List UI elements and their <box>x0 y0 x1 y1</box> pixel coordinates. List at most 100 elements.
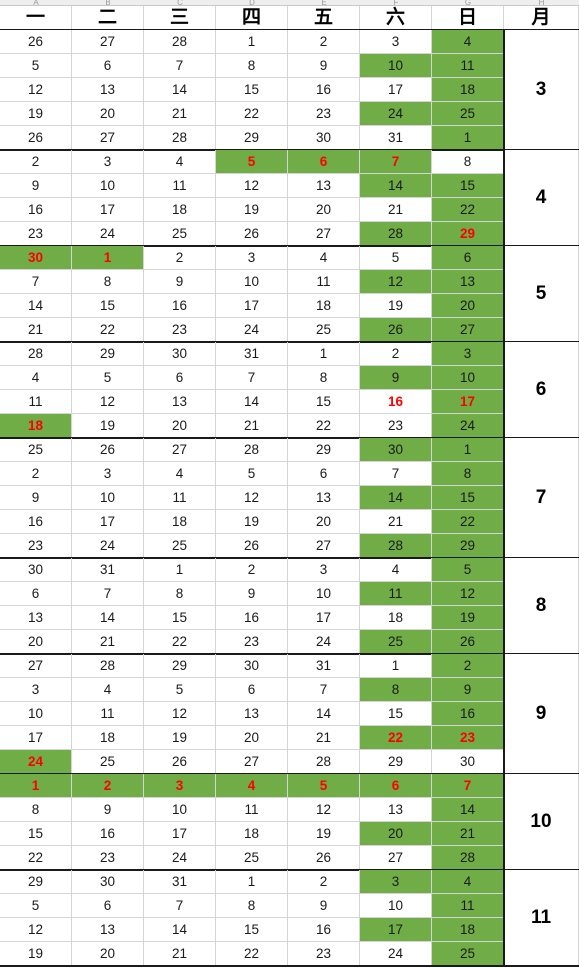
day-cell[interactable]: 4 <box>432 870 504 894</box>
day-cell[interactable]: 17 <box>216 294 288 318</box>
day-cell[interactable]: 24 <box>72 534 144 558</box>
day-cell[interactable]: 11 <box>0 390 72 414</box>
day-cell[interactable]: 11 <box>216 798 288 822</box>
day-cell[interactable]: 3 <box>360 30 432 54</box>
day-cell[interactable]: 16 <box>0 198 72 222</box>
day-cell[interactable]: 23 <box>0 534 72 558</box>
day-cell[interactable]: 2 <box>0 462 72 486</box>
day-cell[interactable]: 20 <box>216 726 288 750</box>
day-cell[interactable]: 14 <box>360 174 432 198</box>
day-cell[interactable]: 5 <box>0 894 72 918</box>
day-cell[interactable]: 29 <box>216 126 288 150</box>
day-cell[interactable]: 31 <box>216 342 288 366</box>
day-cell[interactable]: 26 <box>216 534 288 558</box>
day-cell[interactable]: 27 <box>288 222 360 246</box>
day-cell[interactable]: 6 <box>72 894 144 918</box>
day-cell[interactable]: 30 <box>144 342 216 366</box>
day-cell[interactable]: 12 <box>0 78 72 102</box>
day-cell[interactable]: 12 <box>0 918 72 942</box>
column-letter-b[interactable]: B <box>72 0 144 6</box>
day-cell[interactable]: 5 <box>0 54 72 78</box>
day-cell[interactable]: 14 <box>72 606 144 630</box>
day-cell[interactable]: 30 <box>288 126 360 150</box>
day-cell[interactable]: 12 <box>216 174 288 198</box>
day-cell[interactable]: 4 <box>144 150 216 174</box>
day-cell[interactable]: 20 <box>72 102 144 126</box>
day-cell[interactable]: 10 <box>360 54 432 78</box>
day-cell[interactable]: 22 <box>288 414 360 438</box>
day-cell[interactable]: 8 <box>0 798 72 822</box>
day-cell[interactable]: 10 <box>216 270 288 294</box>
day-cell[interactable]: 17 <box>72 510 144 534</box>
day-cell[interactable]: 15 <box>0 822 72 846</box>
day-cell[interactable]: 25 <box>432 102 504 126</box>
day-cell[interactable]: 29 <box>360 750 432 774</box>
day-cell[interactable]: 25 <box>360 630 432 654</box>
day-cell[interactable]: 17 <box>144 822 216 846</box>
day-cell[interactable]: 5 <box>144 678 216 702</box>
day-cell[interactable]: 8 <box>216 54 288 78</box>
day-cell[interactable]: 2 <box>144 246 216 270</box>
day-cell[interactable]: 2 <box>216 558 288 582</box>
day-cell[interactable]: 2 <box>288 30 360 54</box>
day-cell[interactable]: 24 <box>72 222 144 246</box>
day-cell[interactable]: 26 <box>0 126 72 150</box>
day-cell[interactable]: 20 <box>432 294 504 318</box>
day-cell[interactable]: 27 <box>72 126 144 150</box>
day-cell[interactable]: 8 <box>288 366 360 390</box>
column-letter-f[interactable]: F <box>360 0 432 6</box>
day-cell[interactable]: 15 <box>216 918 288 942</box>
day-cell[interactable]: 10 <box>432 366 504 390</box>
day-cell[interactable]: 2 <box>0 150 72 174</box>
day-cell[interactable]: 29 <box>72 342 144 366</box>
day-cell[interactable]: 28 <box>144 30 216 54</box>
day-cell[interactable]: 1 <box>0 774 72 798</box>
day-cell[interactable]: 15 <box>216 78 288 102</box>
day-cell[interactable]: 10 <box>288 582 360 606</box>
day-cell[interactable]: 7 <box>432 774 504 798</box>
day-cell[interactable]: 16 <box>144 294 216 318</box>
day-cell[interactable]: 1 <box>216 870 288 894</box>
day-cell[interactable]: 18 <box>144 510 216 534</box>
day-cell[interactable]: 7 <box>144 54 216 78</box>
day-cell[interactable]: 10 <box>360 894 432 918</box>
day-cell[interactable]: 30 <box>0 246 72 270</box>
day-cell[interactable]: 28 <box>0 342 72 366</box>
day-cell[interactable]: 9 <box>432 678 504 702</box>
day-cell[interactable]: 29 <box>432 222 504 246</box>
day-cell[interactable]: 6 <box>72 54 144 78</box>
day-cell[interactable]: 18 <box>432 918 504 942</box>
day-cell[interactable]: 15 <box>432 174 504 198</box>
day-cell[interactable]: 22 <box>360 726 432 750</box>
day-cell[interactable]: 11 <box>432 894 504 918</box>
day-cell[interactable]: 15 <box>360 702 432 726</box>
column-letter-g[interactable]: G <box>432 0 504 6</box>
day-cell[interactable]: 6 <box>288 462 360 486</box>
day-cell[interactable]: 25 <box>0 438 72 462</box>
day-cell[interactable]: 21 <box>144 942 216 966</box>
day-cell[interactable]: 22 <box>216 102 288 126</box>
day-cell[interactable]: 11 <box>432 54 504 78</box>
day-cell[interactable]: 22 <box>432 198 504 222</box>
day-cell[interactable]: 17 <box>288 606 360 630</box>
day-cell[interactable]: 8 <box>360 678 432 702</box>
day-cell[interactable]: 18 <box>0 414 72 438</box>
day-cell[interactable]: 31 <box>144 870 216 894</box>
day-cell[interactable]: 7 <box>360 150 432 174</box>
day-cell[interactable]: 30 <box>0 558 72 582</box>
day-cell[interactable]: 3 <box>144 774 216 798</box>
day-cell[interactable]: 19 <box>72 414 144 438</box>
day-cell[interactable]: 13 <box>72 78 144 102</box>
day-cell[interactable]: 20 <box>72 942 144 966</box>
day-cell[interactable]: 18 <box>72 726 144 750</box>
day-cell[interactable]: 22 <box>432 510 504 534</box>
day-cell[interactable]: 1 <box>360 654 432 678</box>
day-cell[interactable]: 17 <box>360 78 432 102</box>
day-cell[interactable]: 19 <box>216 198 288 222</box>
day-cell[interactable]: 8 <box>432 150 504 174</box>
day-cell[interactable]: 13 <box>216 702 288 726</box>
day-cell[interactable]: 23 <box>72 846 144 870</box>
day-cell[interactable]: 10 <box>72 174 144 198</box>
day-cell[interactable]: 21 <box>144 102 216 126</box>
day-cell[interactable]: 9 <box>72 798 144 822</box>
